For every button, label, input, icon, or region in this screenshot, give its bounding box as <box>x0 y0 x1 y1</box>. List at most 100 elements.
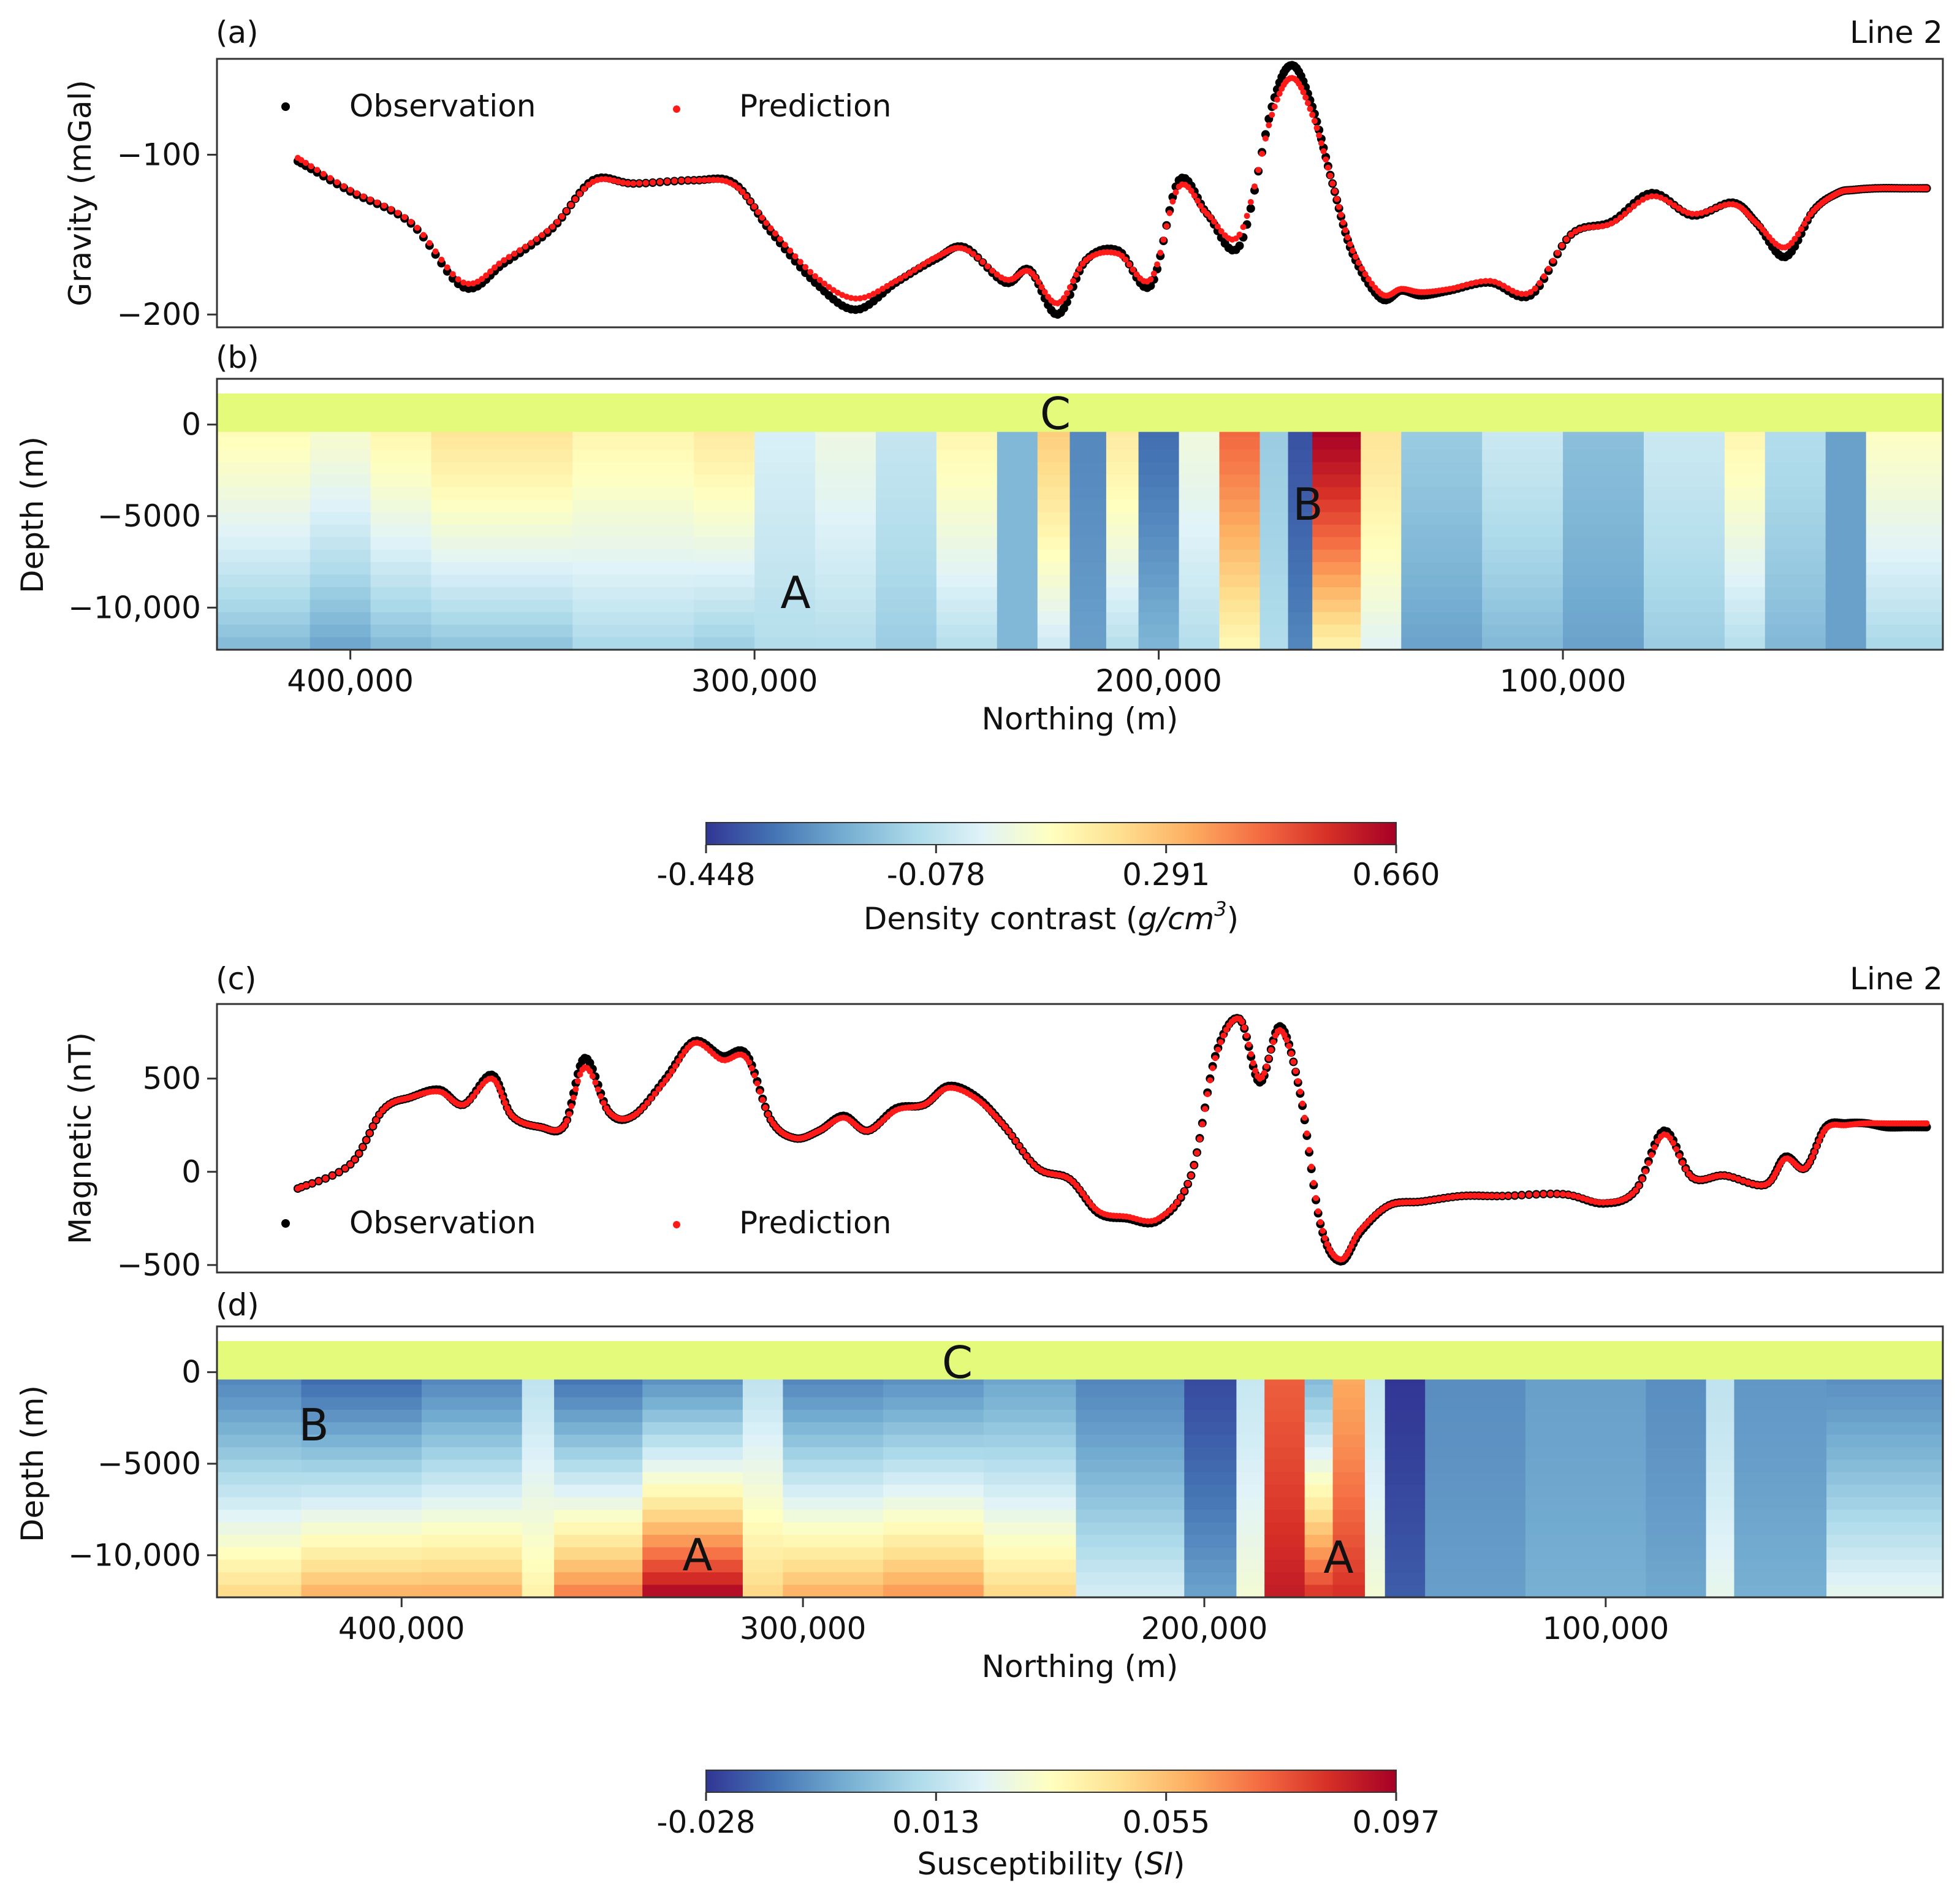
colorbar-tick-label: 0.097 <box>1352 1805 1440 1840</box>
model-cell <box>1401 637 1483 650</box>
model-column <box>1106 424 1139 650</box>
model-cell <box>572 625 694 638</box>
model-cell <box>1644 612 1725 625</box>
panel-a-label: (a) <box>216 15 259 50</box>
model-cell <box>217 587 311 601</box>
model-cell <box>1706 1459 1735 1473</box>
model-cell <box>694 449 755 463</box>
model-cell <box>1037 549 1071 563</box>
model-cell <box>1644 500 1725 513</box>
model-cell <box>310 612 371 625</box>
model-cell <box>1106 537 1139 550</box>
model-cell <box>1259 637 1289 650</box>
prediction-point <box>1032 274 1039 281</box>
model-cell <box>1425 1559 1526 1573</box>
observation-point <box>791 257 800 266</box>
prediction-point <box>1191 192 1198 199</box>
model-cell <box>1184 1472 1237 1486</box>
model-cell <box>1425 1459 1526 1473</box>
model-cell <box>1138 637 1180 650</box>
prediction-point <box>1301 1114 1308 1121</box>
model-cell <box>1866 599 1943 613</box>
model-cell <box>1264 1434 1305 1448</box>
model-cell <box>1724 637 1766 650</box>
model-cell <box>783 1434 884 1448</box>
colorbar-tick-label: -0.028 <box>656 1805 755 1840</box>
prediction-point <box>1565 1192 1571 1198</box>
model-cell <box>876 462 937 476</box>
prediction-point <box>506 254 512 261</box>
model-cell <box>1764 587 1826 601</box>
prediction-point <box>1338 211 1345 218</box>
model-cell <box>1138 625 1180 638</box>
prediction-point <box>539 232 545 238</box>
prediction-point <box>1317 1219 1324 1225</box>
model-cell <box>1482 449 1563 463</box>
prediction-point <box>1324 164 1331 171</box>
model-cell <box>370 487 432 500</box>
model-cell <box>1826 1572 1943 1586</box>
model-cell <box>1385 1397 1426 1410</box>
prediction-point <box>1667 1135 1674 1141</box>
prediction-point <box>759 1097 766 1103</box>
model-cell <box>1866 562 1943 576</box>
model-cell <box>694 487 755 500</box>
model-cell <box>422 1497 523 1510</box>
model-cell <box>301 1522 422 1535</box>
prediction-point <box>1657 194 1664 201</box>
prediction-point <box>309 1180 316 1187</box>
model-cell <box>815 587 876 601</box>
model-cell <box>1425 1497 1526 1510</box>
model-column <box>1706 1372 1735 1597</box>
model-cell <box>1219 612 1261 625</box>
prediction-point <box>566 1111 572 1117</box>
prediction-point <box>797 259 803 265</box>
model-cell <box>1219 449 1261 463</box>
model-cell <box>1184 1572 1237 1586</box>
prediction-point <box>376 1111 382 1118</box>
prediction-point <box>751 1072 758 1079</box>
model-cell <box>1482 512 1563 525</box>
model-cell <box>1037 587 1071 601</box>
prediction-point <box>1250 1060 1256 1067</box>
prediction-point <box>830 287 837 294</box>
prediction-point <box>495 1084 502 1090</box>
model-cell <box>431 549 574 563</box>
model-cell <box>783 1510 884 1523</box>
prediction-point <box>1689 210 1696 217</box>
model-cell <box>1179 549 1220 563</box>
prediction-point <box>1233 235 1239 242</box>
prediction-point <box>1352 253 1359 260</box>
observation-point <box>786 251 795 260</box>
model-cell <box>522 1397 555 1410</box>
model-cell <box>754 537 816 550</box>
model-cell <box>1288 637 1313 650</box>
model-cell <box>883 1535 984 1548</box>
y-tick-label: −10,000 <box>68 1537 201 1573</box>
model-cell <box>1401 524 1483 538</box>
model-cell <box>572 462 694 476</box>
model-cell <box>1866 612 1943 625</box>
model-cell <box>876 612 937 625</box>
model-cell <box>217 1572 302 1586</box>
model-cell <box>217 1447 302 1461</box>
prediction-point <box>352 1156 358 1163</box>
series-observation <box>293 61 1931 319</box>
model-cell <box>876 599 937 613</box>
prediction-point <box>1344 234 1351 241</box>
model-cell <box>997 487 1038 500</box>
model-cell <box>1361 637 1402 650</box>
prediction-point <box>1682 1166 1689 1173</box>
model-column <box>1361 424 1402 650</box>
model-cell <box>1734 1397 1827 1410</box>
model-cell <box>301 1510 422 1523</box>
prediction-point <box>1547 1190 1554 1197</box>
model-cell <box>1179 574 1220 588</box>
model-cell <box>742 1447 784 1461</box>
model-cell <box>554 1497 643 1510</box>
model-column <box>754 424 816 650</box>
model-cell <box>422 1547 523 1561</box>
model-cell <box>1219 462 1261 476</box>
prediction-point <box>1679 1160 1686 1166</box>
model-cell <box>883 1485 984 1498</box>
